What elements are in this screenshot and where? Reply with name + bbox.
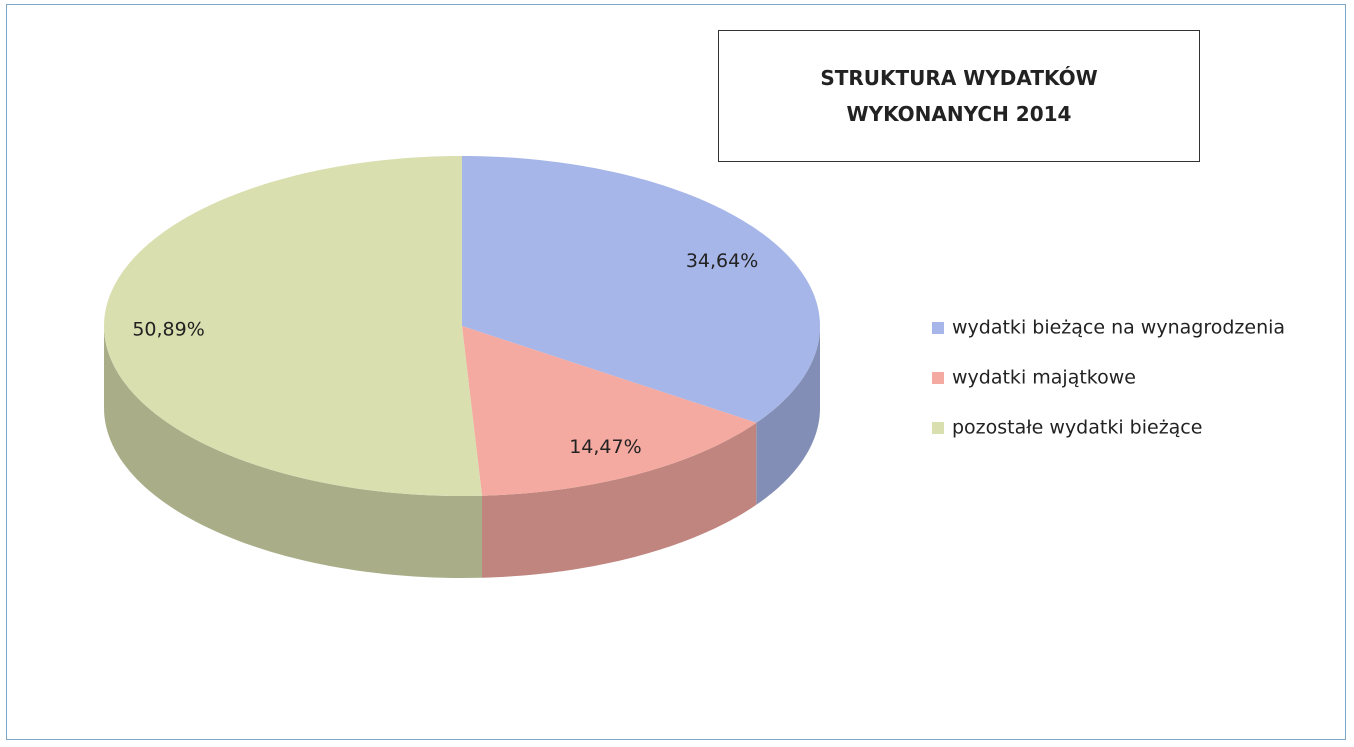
legend-label: wydatki bieżące na wynagrodzenia xyxy=(952,317,1285,339)
legend-label: wydatki majątkowe xyxy=(952,367,1136,389)
chart-title: STRUKTURA WYDATKÓW WYKONANYCH 2014 xyxy=(718,30,1200,162)
pie-side xyxy=(756,326,820,505)
legend-label: pozostałe wydatki bieżące xyxy=(952,417,1202,439)
legend-swatch xyxy=(932,322,944,334)
data-label: 50,89% xyxy=(132,318,204,340)
data-label: 34,64% xyxy=(686,250,758,272)
chart-frame xyxy=(6,4,1346,740)
pie-side xyxy=(482,422,757,578)
legend-swatch xyxy=(932,422,944,434)
pie-slice xyxy=(462,156,820,423)
pie-side xyxy=(104,326,483,578)
legend-swatch xyxy=(932,372,944,384)
pie-slice xyxy=(104,156,483,496)
data-label: 14,47% xyxy=(569,436,641,458)
pie-slice xyxy=(462,326,757,496)
